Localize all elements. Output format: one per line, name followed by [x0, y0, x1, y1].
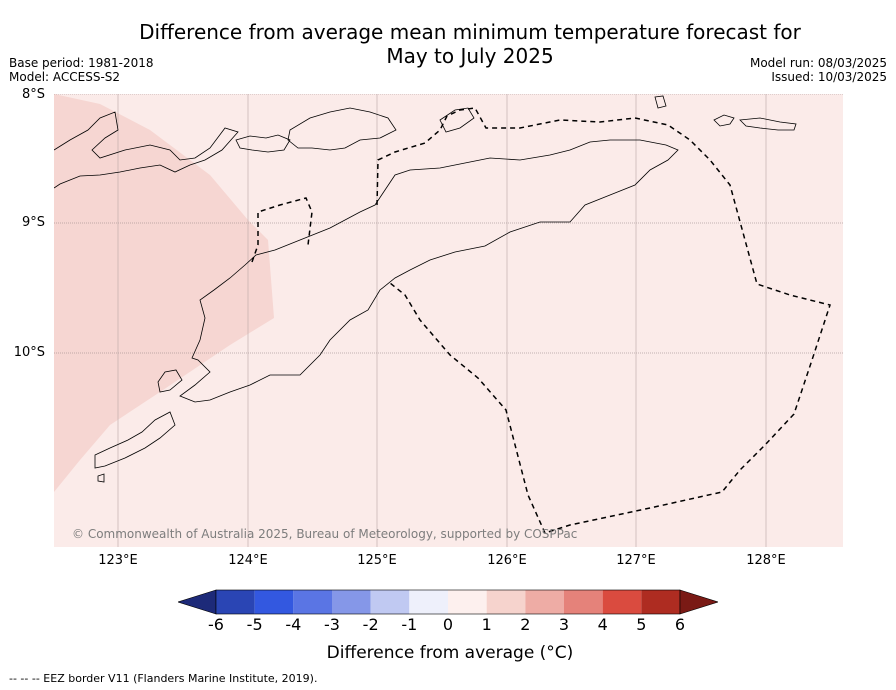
title-line-2: May to July 2025 — [386, 44, 554, 68]
colorbar-max-extend — [679, 589, 718, 615]
colorbar-tick-label: 6 — [674, 615, 686, 634]
title-line-1: Difference from average mean minimum tem… — [139, 20, 801, 44]
colorbar-segment — [370, 590, 410, 614]
lon-label-123e: 123°E — [98, 553, 138, 568]
colorbar-segment — [525, 590, 564, 614]
semau-island — [157, 369, 183, 393]
colorbar-segment — [641, 590, 680, 614]
alor-islands — [235, 134, 291, 153]
meridians — [117, 94, 767, 547]
rote-island — [94, 411, 176, 469]
ndao-island — [97, 473, 105, 483]
copyright-notice: © Commonwealth of Australia 2025, Bureau… — [72, 527, 578, 541]
colorbar-segment — [293, 590, 332, 614]
timor-coast — [179, 139, 679, 403]
lon-label-127e: 127°E — [616, 553, 656, 568]
colorbar-tick-label: -2 — [362, 615, 379, 634]
coastlines — [54, 95, 797, 483]
eez-oecusse — [251, 197, 313, 263]
model-run: Model run: 08/03/2025 — [749, 56, 887, 70]
meta-right: Model run: 08/03/2025 Issued: 10/03/2025 — [750, 56, 887, 84]
lat-label-8s: 8°S — [21, 87, 45, 102]
colorbar-label: Difference from average (°C) — [326, 643, 574, 663]
lon-label-125e: 125°E — [357, 553, 397, 568]
meta-left: Base period: 1981-2018 Model: ACCESS-S2 — [9, 56, 154, 84]
lat-label-9s: 9°S — [21, 215, 45, 230]
model-name: Model: ACCESS-S2 — [9, 70, 121, 84]
chart-title: Difference from average mean minimum tem… — [120, 20, 820, 68]
colorbar-segment — [564, 590, 603, 614]
island-nw-small — [654, 95, 667, 109]
colorbar-tick-label: 1 — [481, 615, 492, 634]
issued-date: Issued: 10/03/2025 — [771, 70, 887, 84]
island-north — [439, 107, 475, 133]
colorbar-tick-label: 2 — [520, 615, 531, 634]
colorbar-segment — [216, 590, 255, 614]
colorbar-tick-label: 4 — [597, 615, 608, 634]
colorbar — [178, 589, 718, 615]
lon-label-124e: 124°E — [228, 553, 268, 568]
lon-label-128e: 128°E — [746, 553, 786, 568]
lat-label-10s: 10°S — [13, 345, 45, 360]
base-period: Base period: 1981-2018 — [9, 56, 154, 70]
colorbar-tick-label: 3 — [558, 615, 570, 634]
colorbar-segment — [332, 590, 371, 614]
colorbar-min-extend — [178, 589, 217, 615]
colorbar-segment — [448, 590, 487, 614]
forecast-map — [54, 94, 843, 547]
eez-border — [251, 107, 831, 534]
island-ne-a — [713, 114, 735, 127]
lon-label-126e: 126°E — [487, 553, 527, 568]
colorbar-tick-label: -1 — [401, 615, 418, 634]
wetar-coast — [287, 107, 397, 151]
eez-main — [376, 107, 831, 534]
colorbar-segment — [602, 590, 642, 614]
warm-anomaly-region — [54, 94, 274, 492]
flores-alor-coast — [54, 111, 239, 189]
eez-footnote: -- -- -- EEZ border V11 (Flanders Marine… — [9, 672, 318, 685]
colorbar-tick-label: -6 — [208, 615, 224, 634]
colorbar-tick-label: -5 — [246, 615, 263, 634]
colorbar-tick-label: -3 — [324, 615, 340, 634]
island-ne-b — [739, 117, 797, 131]
colorbar-segment — [409, 590, 448, 614]
colorbar-segment — [486, 590, 526, 614]
colorbar-tick-label: -4 — [285, 615, 302, 634]
colorbar-tick-label: 0 — [442, 615, 454, 634]
colorbar-segment — [254, 590, 294, 614]
colorbar-tick-label: 5 — [636, 615, 647, 634]
